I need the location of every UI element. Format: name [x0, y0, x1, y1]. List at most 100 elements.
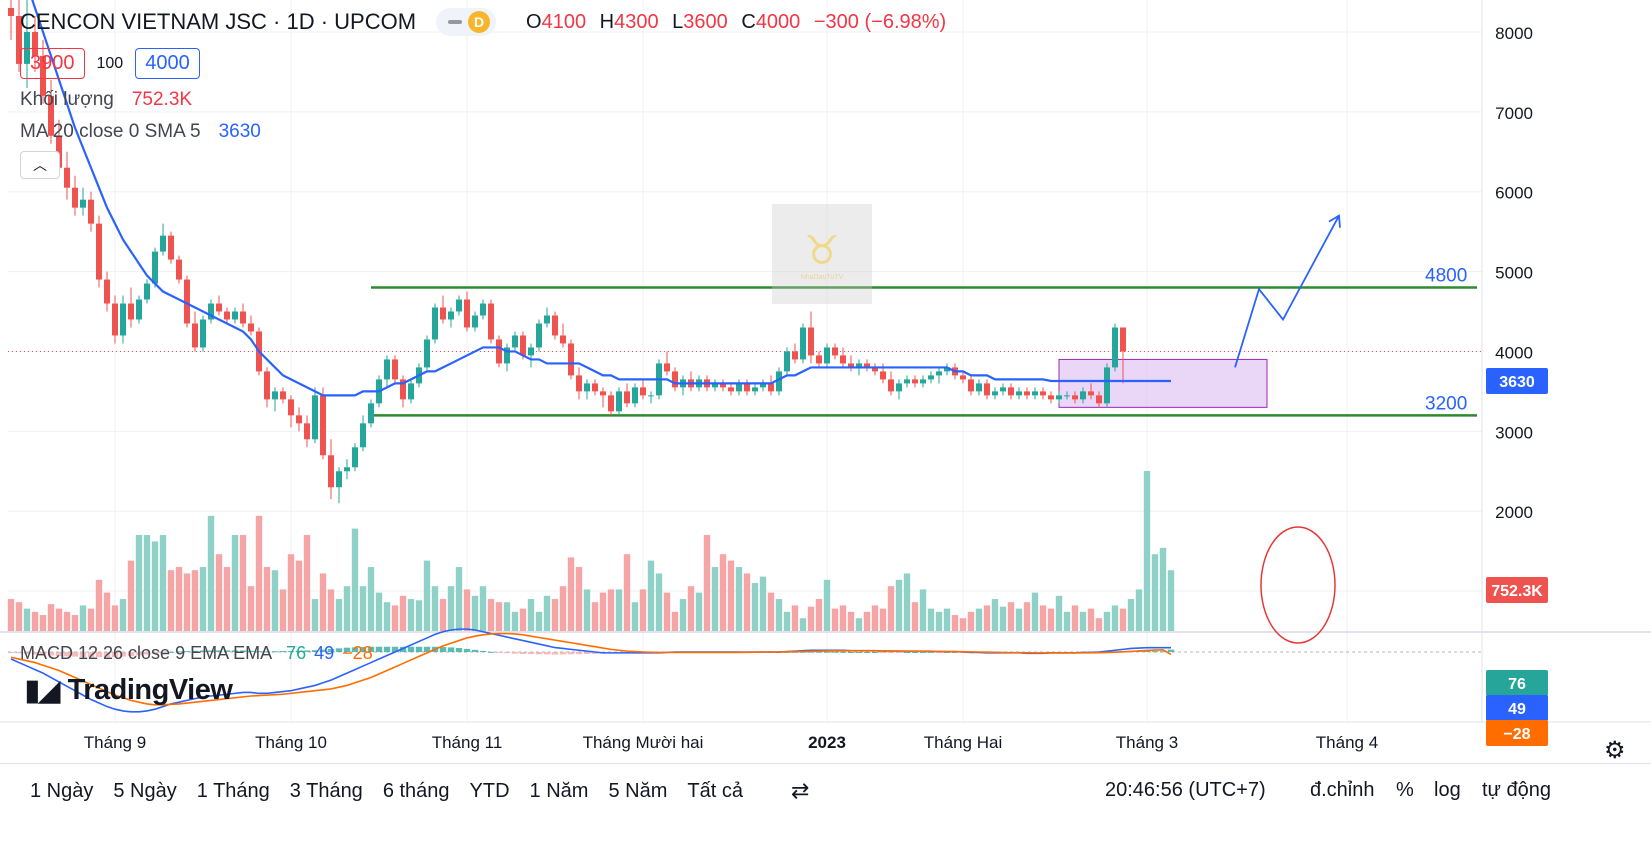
range-1m[interactable]: 1 Tháng [196, 779, 270, 802]
candle-body [112, 303, 118, 336]
brand-name: TradingView [67, 674, 233, 706]
bottom-toolbar: 1 Ngày 5 Ngày 1 Tháng 3 Tháng 6 tháng YT… [0, 763, 1651, 818]
market-status-badge[interactable]: D [436, 8, 497, 36]
candle-body [664, 363, 670, 372]
volume-bar [407, 599, 415, 631]
candle-body [312, 395, 318, 440]
candle-body [792, 351, 798, 360]
candle-body [824, 347, 830, 364]
time-tick-label: Tháng 3 [1116, 733, 1178, 752]
macd-histogram-bar [55, 652, 63, 657]
candle-body [216, 303, 222, 312]
macd-histogram-bar [87, 652, 95, 658]
macd-histogram-bar [191, 650, 199, 652]
range-6m[interactable]: 6 tháng [382, 779, 450, 802]
tradingview-logo[interactable]: ▮◢ TradingView [24, 673, 233, 708]
collapse-legend-button[interactable]: ︿ [20, 151, 60, 179]
ohlc-key-open: O [526, 10, 542, 33]
range-all[interactable]: Tất cả [687, 779, 743, 802]
volume-bar [343, 586, 351, 631]
macd-legend[interactable]: MACD 12 26 close 9 EMA EMA 76 49 −28 [20, 643, 373, 664]
volume-bar [1167, 570, 1175, 631]
volume-bar [543, 595, 551, 631]
range-1y[interactable]: 1 Năm [529, 779, 589, 802]
percent-toggle[interactable]: % [1396, 779, 1414, 801]
macd-histogram-bar [23, 652, 31, 654]
ohlc-key-low: L [672, 10, 684, 33]
ma-value: 3630 [218, 121, 261, 142]
clock-time[interactable]: 20:46:56 (UTC+7) [1105, 779, 1266, 801]
volume-bar [71, 615, 79, 631]
candle-body [672, 371, 678, 388]
candle-body [568, 343, 574, 376]
candle-body [456, 299, 462, 312]
range-3m[interactable]: 3 Tháng [289, 779, 363, 802]
volume-bar [503, 602, 511, 631]
candle-body [152, 251, 158, 284]
range-5d[interactable]: 5 Ngày [113, 779, 177, 802]
macd-value: 49 [314, 643, 335, 663]
candle-body [280, 391, 286, 400]
volume-bar [151, 541, 159, 631]
macd-histogram-bar [335, 648, 343, 652]
macd-histogram-bar [31, 652, 39, 655]
chart-legend: CENCON VIETNAM JSC · 1D · UPCOM D O4100 … [20, 8, 954, 179]
adjust-toggle[interactable]: đ.chỉnh [1310, 779, 1375, 801]
volume-bar [183, 573, 191, 631]
candle-body [640, 387, 646, 396]
candle-body [184, 279, 190, 324]
macd-histogram-bar [839, 651, 847, 653]
volume-bar [391, 605, 399, 631]
go-to-date-icon[interactable]: ⇄ [790, 778, 810, 803]
candle-body [120, 303, 126, 336]
macd-histogram-value: 76 [286, 643, 307, 663]
candle-body [768, 383, 774, 392]
symbol-title[interactable]: CENCON VIETNAM JSC · 1D · UPCOM [20, 9, 417, 34]
macd-histogram-bar [495, 652, 503, 653]
ma-legend[interactable]: MA 20 close 0 SMA 5 3630 [20, 121, 954, 143]
time-tick-label: Tháng 10 [255, 733, 327, 752]
volume-value: 752.3K [131, 89, 193, 110]
candle-body [976, 383, 982, 392]
volume-bar [1135, 589, 1143, 631]
ma20-line [31, 0, 1171, 397]
ohlc-low: 3600 [683, 10, 728, 33]
macd-histogram-bar [7, 652, 15, 653]
candle-body [944, 367, 950, 372]
volume-bar [375, 592, 383, 631]
auto-scale-toggle[interactable]: tự động [1482, 779, 1551, 801]
range-5y[interactable]: 5 Năm [608, 779, 668, 802]
ohlc-change: −300 (−6.98%) [813, 10, 947, 33]
sell-button[interactable]: 3900 [20, 48, 85, 79]
volume-bar [55, 608, 63, 631]
candle-body [232, 311, 238, 320]
macd-histogram-bar [543, 652, 551, 655]
volume-bar [279, 589, 287, 631]
gear-icon[interactable]: ⚙ [1604, 737, 1626, 764]
macd-histogram-bar [207, 650, 215, 652]
volume-bar [1087, 608, 1095, 631]
candle-body [1080, 391, 1086, 400]
volume-legend[interactable]: Khối lượng 752.3K [20, 89, 954, 111]
volume-bar [1127, 599, 1135, 631]
buy-button[interactable]: 4000 [135, 48, 200, 79]
volume-bar [871, 605, 879, 631]
candle-body [472, 315, 478, 328]
volume-bar [1095, 618, 1103, 631]
volume-bar [327, 589, 335, 631]
volume-bar [735, 567, 743, 631]
candle-body [936, 371, 942, 376]
macd-histogram-bar [503, 652, 511, 654]
log-toggle[interactable]: log [1434, 779, 1461, 801]
macd-hist-tag: 76 [1508, 676, 1526, 693]
candle-body [192, 323, 198, 348]
candle-body [808, 327, 814, 356]
range-ytd[interactable]: YTD [469, 779, 510, 802]
volume-bar [623, 554, 631, 631]
macd-signal-value: −28 [342, 643, 373, 663]
range-1d[interactable]: 1 Ngày [30, 779, 94, 802]
macd-histogram-bar [559, 652, 567, 655]
candle-body [616, 391, 622, 412]
volume-bar [143, 535, 151, 631]
